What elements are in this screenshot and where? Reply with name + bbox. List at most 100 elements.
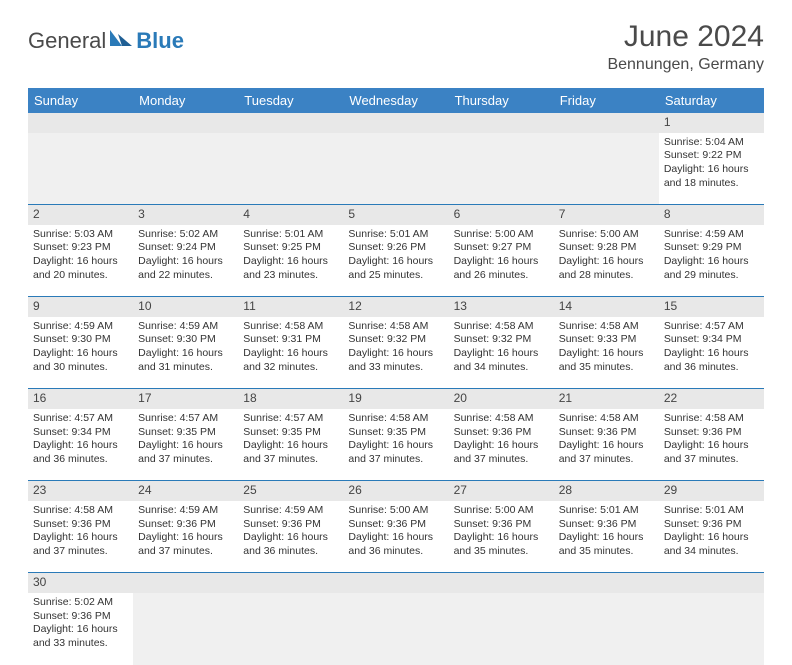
day-number-cell	[343, 573, 448, 593]
sunset-text: Sunset: 9:36 PM	[454, 426, 549, 440]
day-number-cell: 25	[238, 481, 343, 501]
day-number-cell: 9	[28, 297, 133, 317]
day-detail-cell: Sunrise: 5:02 AMSunset: 9:24 PMDaylight:…	[133, 225, 238, 297]
daylight-text: Daylight: 16 hours	[559, 439, 654, 453]
day-header: Friday	[554, 88, 659, 113]
day-number-row: 9101112131415	[28, 297, 764, 317]
logo-sail-icon	[108, 28, 134, 54]
daylight-text: and 36 minutes.	[348, 545, 443, 559]
daylight-text: Daylight: 16 hours	[243, 255, 338, 269]
day-detail-cell	[238, 593, 343, 665]
day-detail-cell: Sunrise: 5:04 AMSunset: 9:22 PMDaylight:…	[659, 133, 764, 205]
week-row: Sunrise: 4:58 AMSunset: 9:36 PMDaylight:…	[28, 501, 764, 573]
sunset-text: Sunset: 9:36 PM	[664, 518, 759, 532]
day-number-cell	[554, 573, 659, 593]
sunrise-text: Sunrise: 5:01 AM	[348, 228, 443, 242]
sunrise-text: Sunrise: 5:00 AM	[348, 504, 443, 518]
day-number-cell: 21	[554, 389, 659, 409]
sunrise-text: Sunrise: 4:58 AM	[664, 412, 759, 426]
daylight-text: and 20 minutes.	[33, 269, 128, 283]
daylight-text: and 37 minutes.	[348, 453, 443, 467]
daylight-text: and 25 minutes.	[348, 269, 443, 283]
sunset-text: Sunset: 9:22 PM	[664, 149, 759, 163]
calendar-table: Sunday Monday Tuesday Wednesday Thursday…	[28, 88, 764, 665]
day-detail-cell	[554, 593, 659, 665]
day-number-cell: 12	[343, 297, 448, 317]
day-number-cell: 24	[133, 481, 238, 501]
sunrise-text: Sunrise: 5:00 AM	[454, 504, 549, 518]
sunrise-text: Sunrise: 4:57 AM	[138, 412, 233, 426]
daylight-text: Daylight: 16 hours	[33, 347, 128, 361]
day-detail-cell: Sunrise: 5:00 AMSunset: 9:27 PMDaylight:…	[449, 225, 554, 297]
week-row: Sunrise: 5:02 AMSunset: 9:36 PMDaylight:…	[28, 593, 764, 665]
day-number-cell	[238, 113, 343, 133]
sunrise-text: Sunrise: 5:02 AM	[33, 596, 128, 610]
day-detail-cell: Sunrise: 4:58 AMSunset: 9:35 PMDaylight:…	[343, 409, 448, 481]
daylight-text: Daylight: 16 hours	[348, 531, 443, 545]
sunset-text: Sunset: 9:36 PM	[33, 518, 128, 532]
day-number-cell	[659, 573, 764, 593]
day-number-cell: 7	[554, 205, 659, 225]
week-row: Sunrise: 4:57 AMSunset: 9:34 PMDaylight:…	[28, 409, 764, 481]
day-detail-cell: Sunrise: 4:58 AMSunset: 9:36 PMDaylight:…	[659, 409, 764, 481]
sunset-text: Sunset: 9:34 PM	[664, 333, 759, 347]
day-detail-cell: Sunrise: 5:02 AMSunset: 9:36 PMDaylight:…	[28, 593, 133, 665]
sunset-text: Sunset: 9:35 PM	[348, 426, 443, 440]
week-row: Sunrise: 5:03 AMSunset: 9:23 PMDaylight:…	[28, 225, 764, 297]
daylight-text: Daylight: 16 hours	[33, 255, 128, 269]
sunset-text: Sunset: 9:31 PM	[243, 333, 338, 347]
sunset-text: Sunset: 9:33 PM	[559, 333, 654, 347]
day-detail-cell: Sunrise: 4:57 AMSunset: 9:34 PMDaylight:…	[659, 317, 764, 389]
day-number-cell	[133, 113, 238, 133]
sunrise-text: Sunrise: 4:59 AM	[664, 228, 759, 242]
daylight-text: and 35 minutes.	[454, 545, 549, 559]
daylight-text: Daylight: 16 hours	[664, 255, 759, 269]
sunset-text: Sunset: 9:36 PM	[664, 426, 759, 440]
daylight-text: Daylight: 16 hours	[33, 531, 128, 545]
location: Bennungen, Germany	[607, 56, 764, 74]
day-header-row: Sunday Monday Tuesday Wednesday Thursday…	[28, 88, 764, 113]
sunrise-text: Sunrise: 5:00 AM	[454, 228, 549, 242]
day-detail-cell: Sunrise: 4:59 AMSunset: 9:30 PMDaylight:…	[28, 317, 133, 389]
daylight-text: Daylight: 16 hours	[664, 439, 759, 453]
daylight-text: and 37 minutes.	[33, 545, 128, 559]
logo-text-general: General	[28, 28, 106, 54]
day-detail-cell	[133, 133, 238, 205]
day-detail-cell	[554, 133, 659, 205]
day-header: Sunday	[28, 88, 133, 113]
day-number-cell	[343, 113, 448, 133]
day-number-cell: 22	[659, 389, 764, 409]
day-number-cell	[554, 113, 659, 133]
daylight-text: and 36 minutes.	[33, 453, 128, 467]
sunrise-text: Sunrise: 4:58 AM	[33, 504, 128, 518]
sunset-text: Sunset: 9:23 PM	[33, 241, 128, 255]
daylight-text: and 30 minutes.	[33, 361, 128, 375]
header: General Blue June 2024 Bennungen, German…	[28, 20, 764, 74]
day-number-cell: 28	[554, 481, 659, 501]
day-number-cell: 3	[133, 205, 238, 225]
day-detail-cell: Sunrise: 5:00 AMSunset: 9:28 PMDaylight:…	[554, 225, 659, 297]
sunset-text: Sunset: 9:24 PM	[138, 241, 233, 255]
daylight-text: Daylight: 16 hours	[138, 347, 233, 361]
day-detail-cell	[28, 133, 133, 205]
week-row: Sunrise: 4:59 AMSunset: 9:30 PMDaylight:…	[28, 317, 764, 389]
daylight-text: and 35 minutes.	[559, 361, 654, 375]
day-number-row: 1	[28, 113, 764, 133]
day-header: Wednesday	[343, 88, 448, 113]
day-number-cell	[238, 573, 343, 593]
day-detail-cell	[659, 593, 764, 665]
day-number-cell: 14	[554, 297, 659, 317]
daylight-text: and 37 minutes.	[138, 545, 233, 559]
day-detail-cell: Sunrise: 4:59 AMSunset: 9:29 PMDaylight:…	[659, 225, 764, 297]
day-detail-cell: Sunrise: 4:57 AMSunset: 9:34 PMDaylight:…	[28, 409, 133, 481]
sunrise-text: Sunrise: 4:58 AM	[454, 320, 549, 334]
daylight-text: and 34 minutes.	[664, 545, 759, 559]
daylight-text: Daylight: 16 hours	[33, 623, 128, 637]
daylight-text: and 31 minutes.	[138, 361, 233, 375]
day-number-cell: 2	[28, 205, 133, 225]
sunset-text: Sunset: 9:29 PM	[664, 241, 759, 255]
day-number-cell: 26	[343, 481, 448, 501]
day-number-cell: 17	[133, 389, 238, 409]
day-detail-cell: Sunrise: 4:59 AMSunset: 9:30 PMDaylight:…	[133, 317, 238, 389]
daylight-text: Daylight: 16 hours	[243, 531, 338, 545]
